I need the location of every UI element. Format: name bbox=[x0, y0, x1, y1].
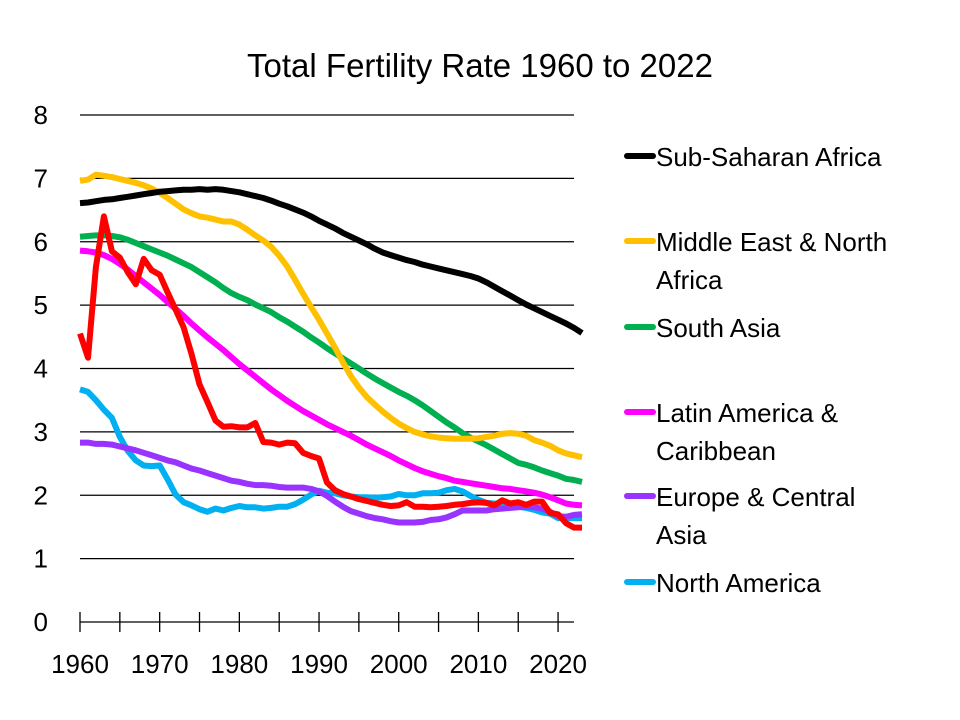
x-tick-label: 2010 bbox=[449, 649, 507, 679]
y-tick-label: 6 bbox=[34, 227, 48, 257]
legend-label: South Asia bbox=[656, 313, 781, 343]
x-tick-label: 2000 bbox=[370, 649, 428, 679]
series-line-south-asia bbox=[79, 232, 583, 485]
series-line-sub-saharan-africa bbox=[79, 186, 584, 336]
y-tick-label: 2 bbox=[34, 480, 48, 510]
y-tick-label: 8 bbox=[34, 100, 48, 130]
legend-label: Latin America & bbox=[656, 398, 838, 428]
x-tick-label: 1960 bbox=[51, 649, 109, 679]
legend-item: Europe & Central Asia bbox=[624, 482, 855, 550]
x-tick-label: 2020 bbox=[529, 649, 587, 679]
series-line-latin-america-caribbean bbox=[79, 247, 583, 509]
y-tick-label: 0 bbox=[34, 607, 48, 637]
y-tick-label: 1 bbox=[34, 544, 48, 574]
legend-label: Africa bbox=[656, 265, 723, 295]
y-tick-label: 3 bbox=[34, 417, 48, 447]
y-tick-label: 5 bbox=[34, 290, 48, 320]
legend: Sub-Saharan Africa Middle East & North Afr… bbox=[624, 142, 887, 598]
legend-label: Europe & Central bbox=[656, 482, 855, 512]
x-tick-label: 1980 bbox=[210, 649, 268, 679]
legend-label: Middle East & North bbox=[656, 227, 887, 257]
y-tick-label: 7 bbox=[34, 163, 48, 193]
legend-item: South Asia bbox=[624, 313, 781, 343]
y-tick-label: 4 bbox=[34, 354, 48, 384]
series-lines bbox=[77, 171, 584, 531]
legend-item: Latin America & Caribbean bbox=[624, 398, 838, 466]
legend-label: Sub-Saharan Africa bbox=[656, 142, 882, 172]
legend-label: Caribbean bbox=[656, 436, 776, 466]
x-tick-label: 1970 bbox=[131, 649, 189, 679]
x-axis: 1960 1970 1980 1990 2000 2010 2020 bbox=[51, 612, 587, 679]
legend-item: Sub-Saharan Africa bbox=[624, 142, 882, 172]
y-axis: 0 1 2 3 4 5 6 7 8 bbox=[34, 100, 48, 637]
series-line-unlabeled-red bbox=[77, 213, 582, 531]
series-line-middle-east-north-africa bbox=[79, 171, 583, 461]
x-tick-label: 1990 bbox=[290, 649, 348, 679]
gridlines bbox=[80, 114, 574, 560]
legend-item: North America bbox=[624, 568, 821, 598]
chart-title: Total Fertility Rate 1960 to 2022 bbox=[247, 47, 713, 84]
series-line-europe-central-asia bbox=[80, 439, 583, 526]
legend-label: Asia bbox=[656, 520, 707, 550]
legend-item: Middle East & North Africa bbox=[624, 227, 887, 295]
legend-label: North America bbox=[656, 568, 821, 598]
